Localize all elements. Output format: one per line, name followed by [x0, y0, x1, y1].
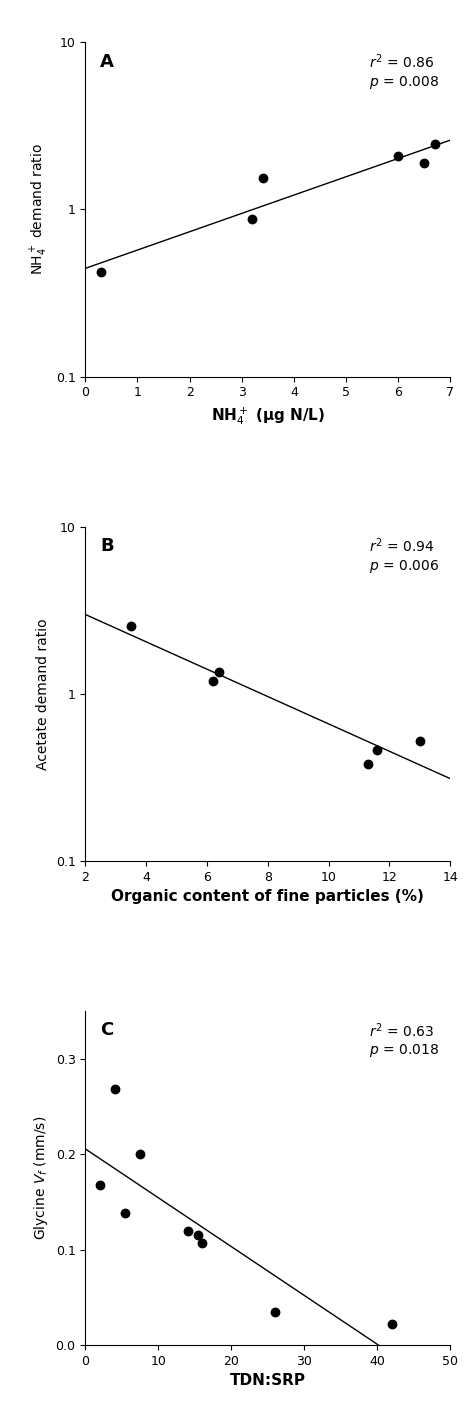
- Point: [374, 739, 381, 762]
- Point: [209, 670, 217, 692]
- Point: [248, 207, 256, 229]
- Point: [365, 753, 372, 776]
- Point: [431, 133, 438, 156]
- Point: [420, 152, 428, 174]
- X-axis label: NH$_4^+$ (μg N/L): NH$_4^+$ (μg N/L): [210, 405, 325, 426]
- Y-axis label: NH$_4^+$ demand ratio: NH$_4^+$ demand ratio: [29, 143, 50, 275]
- Point: [416, 729, 424, 752]
- Point: [97, 261, 105, 283]
- Point: [195, 1223, 202, 1246]
- Text: $r^2$ = 0.94
$p$ = 0.006: $r^2$ = 0.94 $p$ = 0.006: [369, 537, 439, 575]
- Point: [122, 1202, 129, 1225]
- Y-axis label: Glycine $V_f$ (mm/s): Glycine $V_f$ (mm/s): [32, 1116, 50, 1240]
- Point: [388, 1313, 396, 1335]
- Point: [127, 615, 135, 637]
- Text: A: A: [100, 52, 114, 71]
- Point: [394, 144, 402, 167]
- Text: $r^2$ = 0.86
$p$ = 0.008: $r^2$ = 0.86 $p$ = 0.008: [369, 52, 439, 91]
- X-axis label: TDN:SRP: TDN:SRP: [230, 1374, 306, 1389]
- Y-axis label: Acetate demand ratio: Acetate demand ratio: [36, 617, 50, 770]
- Point: [215, 661, 223, 684]
- Point: [111, 1078, 118, 1100]
- Text: B: B: [100, 537, 114, 555]
- Point: [136, 1143, 144, 1165]
- Text: $r^2$ = 0.63
$p$ = 0.018: $r^2$ = 0.63 $p$ = 0.018: [369, 1021, 439, 1059]
- X-axis label: Organic content of fine particles (%): Organic content of fine particles (%): [111, 889, 424, 905]
- Point: [259, 166, 266, 188]
- Text: C: C: [100, 1021, 113, 1039]
- Point: [184, 1219, 191, 1242]
- Point: [198, 1232, 206, 1255]
- Point: [96, 1174, 104, 1197]
- Point: [271, 1300, 279, 1323]
